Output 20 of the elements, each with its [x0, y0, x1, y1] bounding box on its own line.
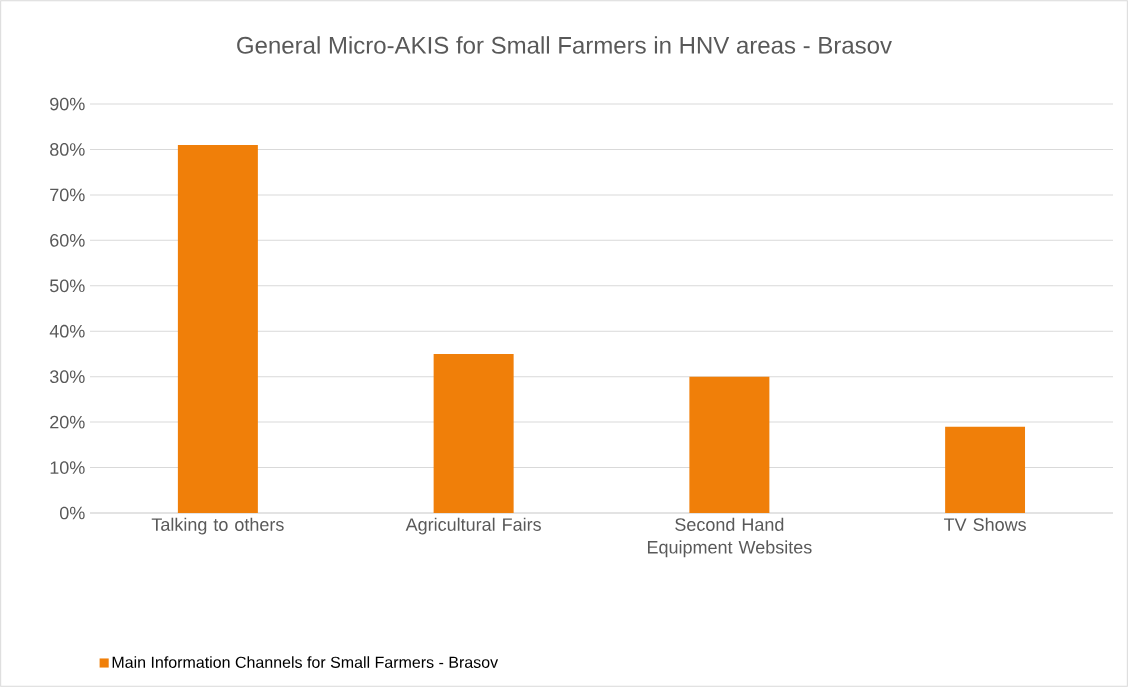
- x-tick-label: TV Shows: [944, 517, 1026, 531]
- legend-label: Main Information Channels for Small Farmers - Brasov: [112, 656, 499, 668]
- y-tick-label: 40%: [49, 324, 85, 338]
- x-tick-label: Second Hand Equipment Websites: [647, 517, 812, 558]
- bar: [689, 376, 770, 513]
- y-tick-label: 20%: [50, 415, 85, 429]
- bar: [177, 144, 258, 513]
- y-tick-label: 30%: [49, 370, 85, 384]
- y-tick-label: 60%: [50, 233, 85, 247]
- y-tick-label: 10%: [50, 461, 85, 474]
- x-tick-label: Talking to others: [151, 517, 284, 535]
- y-tick-label: 70%: [50, 188, 85, 202]
- bar: [945, 426, 1026, 513]
- bar: [433, 353, 514, 513]
- y-tick-label: 50%: [49, 279, 85, 293]
- x-tick-label: Agricultural Fairs: [405, 517, 541, 535]
- chart-title: General Micro-AKIS for Small Farmers in HNV areas - Brasov: [237, 36, 892, 54]
- y-tick-label: 0%: [59, 506, 85, 520]
- y-tick-label: 90%: [50, 97, 85, 111]
- y-tick-label: 80%: [50, 143, 85, 156]
